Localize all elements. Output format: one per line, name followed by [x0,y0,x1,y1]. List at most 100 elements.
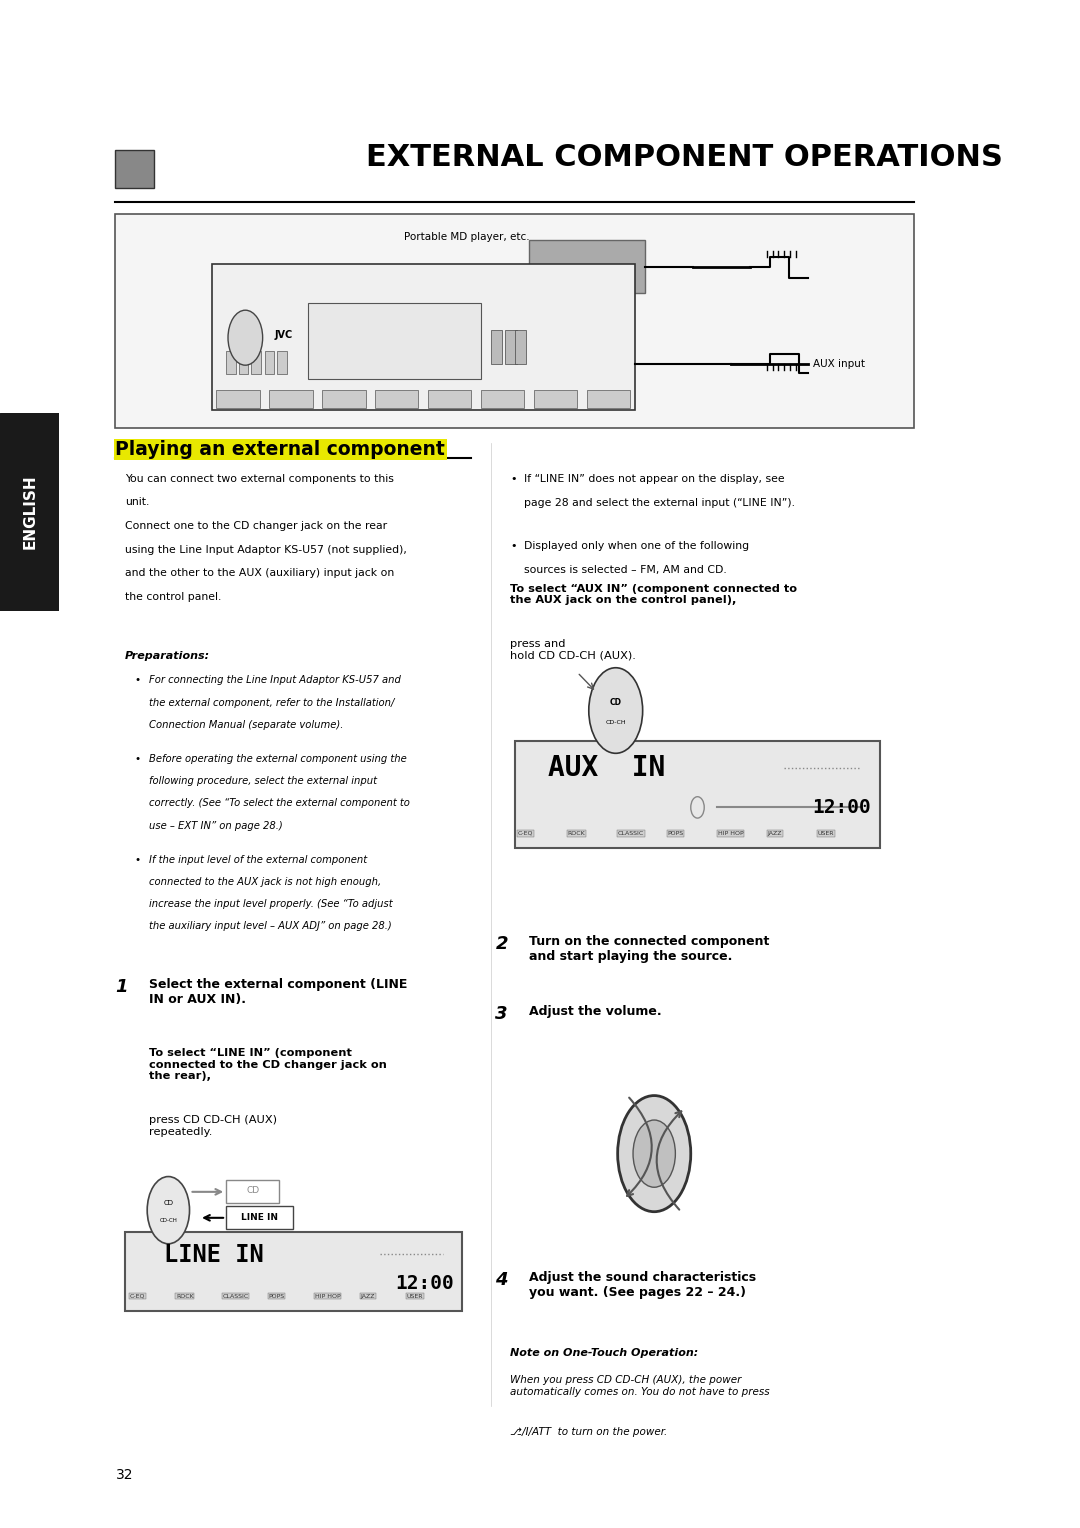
Circle shape [618,1096,691,1212]
Text: ENGLISH: ENGLISH [23,475,37,549]
FancyBboxPatch shape [529,240,645,293]
FancyBboxPatch shape [212,264,635,410]
FancyBboxPatch shape [481,390,524,408]
FancyBboxPatch shape [322,390,366,408]
Text: correctly. (See “To select the external component to: correctly. (See “To select the external … [149,798,410,808]
Text: USER: USER [818,831,834,836]
Text: C-EQ: C-EQ [517,831,534,836]
Text: To select “LINE IN” (component
connected to the CD changer jack on
the rear),: To select “LINE IN” (component connected… [149,1048,387,1082]
Text: Preparations:: Preparations: [125,651,211,662]
Circle shape [633,1120,675,1187]
Text: Before operating the external component using the: Before operating the external component … [149,753,407,764]
FancyBboxPatch shape [216,390,260,408]
FancyBboxPatch shape [534,390,577,408]
Text: •: • [135,753,140,764]
FancyBboxPatch shape [515,741,880,848]
Text: ROCK: ROCK [176,1294,193,1299]
Text: CD: CD [163,1199,174,1206]
Text: •: • [510,474,516,484]
Text: •: • [135,856,140,865]
Text: •: • [510,541,516,552]
Text: Connection Manual (separate volume).: Connection Manual (separate volume). [149,720,343,730]
Circle shape [147,1177,189,1244]
Text: Turn on the connected component
and start playing the source.: Turn on the connected component and star… [529,935,770,963]
Text: For connecting the Line Input Adaptor KS-U57 and: For connecting the Line Input Adaptor KS… [149,675,401,686]
Text: following procedure, select the external input: following procedure, select the external… [149,776,377,787]
FancyBboxPatch shape [586,390,630,408]
Text: using the Line Input Adaptor KS-U57 (not supplied),: using the Line Input Adaptor KS-U57 (not… [125,545,407,555]
FancyBboxPatch shape [515,330,526,364]
Text: CD-CH: CD-CH [606,720,626,726]
Text: 12:00: 12:00 [395,1274,454,1293]
FancyBboxPatch shape [116,150,154,188]
Text: Select the external component (LINE
IN or AUX IN).: Select the external component (LINE IN o… [149,978,407,1005]
Text: POPS: POPS [269,1294,284,1299]
Text: Note on One-Touch Operation:: Note on One-Touch Operation: [510,1348,698,1358]
Text: ROCK: ROCK [568,831,585,836]
Text: LINE IN: LINE IN [241,1213,279,1222]
Text: USER: USER [407,1294,423,1299]
Text: 12:00: 12:00 [812,798,870,817]
Text: use – EXT IN” on page 28.): use – EXT IN” on page 28.) [149,821,283,831]
Text: Portable MD player, etc.: Portable MD player, etc. [404,232,529,241]
Text: CLASSIC: CLASSIC [618,831,644,836]
Text: 3: 3 [496,1005,508,1024]
FancyBboxPatch shape [226,1206,294,1229]
Text: connected to the AUX jack is not high enough,: connected to the AUX jack is not high en… [149,877,381,888]
Text: press and
hold CD CD-CH (AUX).: press and hold CD CD-CH (AUX). [510,639,636,660]
Text: JVC: JVC [274,330,293,339]
Text: 2: 2 [496,935,508,953]
FancyBboxPatch shape [490,330,502,364]
FancyBboxPatch shape [251,351,260,374]
FancyBboxPatch shape [308,303,481,379]
Text: 1: 1 [116,978,127,996]
FancyBboxPatch shape [116,214,914,428]
Circle shape [589,668,643,753]
FancyBboxPatch shape [428,390,471,408]
Text: When you press CD CD-CH (AUX), the power
automatically comes on. You do not have: When you press CD CD-CH (AUX), the power… [510,1375,770,1397]
FancyBboxPatch shape [125,1232,462,1311]
Text: If the input level of the external component: If the input level of the external compo… [149,856,367,865]
Text: If “LINE IN” does not appear on the display, see: If “LINE IN” does not appear on the disp… [524,474,785,484]
Text: POPS: POPS [667,831,684,836]
Text: and the other to the AUX (auxiliary) input jack on: and the other to the AUX (auxiliary) inp… [125,568,394,579]
Text: EXTERNAL COMPONENT OPERATIONS: EXTERNAL COMPONENT OPERATIONS [366,144,1002,171]
FancyBboxPatch shape [375,390,418,408]
Text: JAZZ: JAZZ [768,831,782,836]
FancyBboxPatch shape [226,351,235,374]
Text: the control panel.: the control panel. [125,593,221,602]
Text: CLASSIC: CLASSIC [222,1294,248,1299]
Text: JAZZ: JAZZ [361,1294,375,1299]
Text: Adjust the volume.: Adjust the volume. [529,1005,662,1019]
FancyBboxPatch shape [239,351,248,374]
Text: increase the input level properly. (See “To adjust: increase the input level properly. (See … [149,898,393,909]
Text: the auxiliary input level – AUX ADJ” on page 28.): the auxiliary input level – AUX ADJ” on … [149,921,392,932]
Text: HIP HOP: HIP HOP [718,831,743,836]
FancyBboxPatch shape [265,351,274,374]
Text: •: • [135,675,140,686]
Text: HIP HOP: HIP HOP [314,1294,340,1299]
Text: CD: CD [610,698,622,707]
Text: C-EQ: C-EQ [130,1294,146,1299]
Text: press CD CD-CH (AUX)
repeatedly.: press CD CD-CH (AUX) repeatedly. [149,1115,278,1137]
Text: unit.: unit. [125,498,149,507]
Text: Connect one to the CD changer jack on the rear: Connect one to the CD changer jack on th… [125,521,388,532]
Text: Adjust the sound characteristics
you want. (See pages 22 – 24.): Adjust the sound characteristics you wan… [529,1271,756,1299]
Text: sources is selected – FM, AM and CD.: sources is selected – FM, AM and CD. [524,565,727,576]
FancyBboxPatch shape [505,330,516,364]
Text: You can connect two external components to this: You can connect two external components … [125,474,394,484]
Text: 32: 32 [116,1468,133,1482]
Text: page 28 and select the external input (“LINE IN”).: page 28 and select the external input (“… [524,498,795,509]
FancyBboxPatch shape [278,351,286,374]
Text: CD: CD [246,1186,259,1195]
Text: AUX input: AUX input [813,359,865,368]
Text: the external component, refer to the Installation/: the external component, refer to the Ins… [149,697,394,707]
FancyBboxPatch shape [226,1180,279,1203]
Text: LINE IN: LINE IN [163,1244,264,1267]
Text: CD-CH: CD-CH [160,1218,177,1224]
Circle shape [228,310,262,365]
Text: ⎇/I/ATT  to turn on the power.: ⎇/I/ATT to turn on the power. [510,1427,667,1438]
Text: 4: 4 [496,1271,508,1290]
FancyBboxPatch shape [269,390,313,408]
Text: Displayed only when one of the following: Displayed only when one of the following [524,541,750,552]
